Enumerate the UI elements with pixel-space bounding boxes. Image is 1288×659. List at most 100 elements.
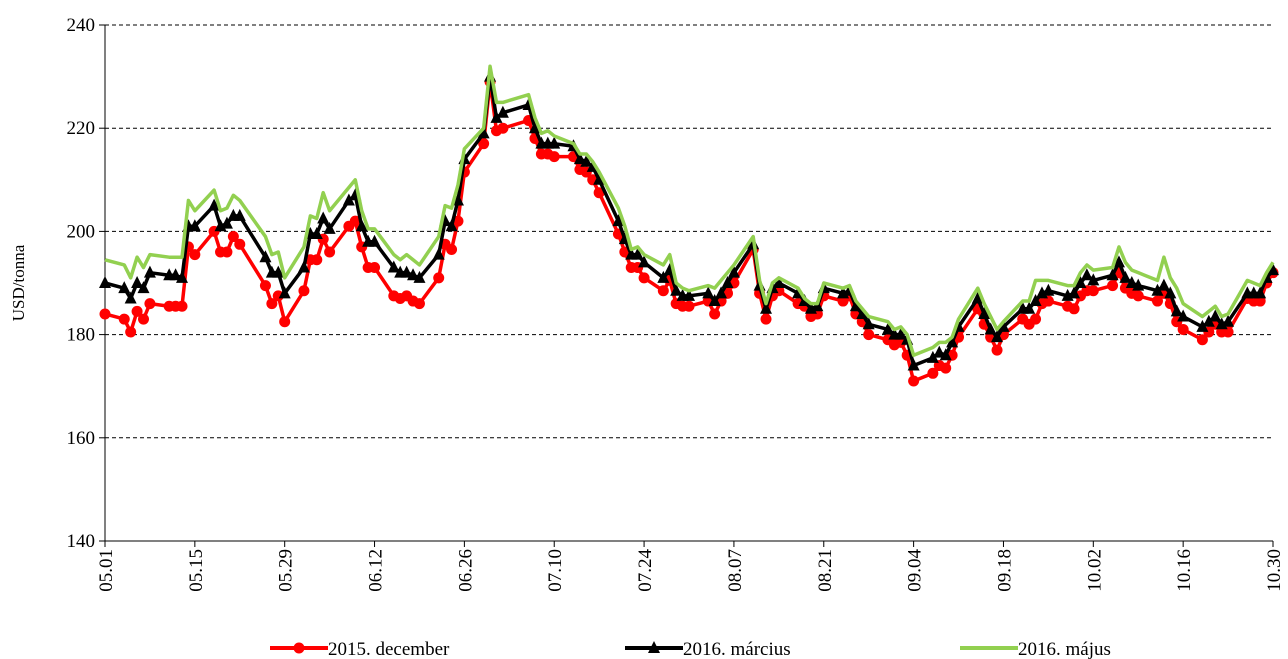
point-marker (234, 238, 246, 250)
point-marker (1151, 295, 1163, 307)
point-marker (227, 231, 239, 243)
point-marker (432, 247, 445, 260)
point-marker (407, 268, 420, 281)
point-marker (490, 110, 503, 123)
point-marker (1023, 301, 1036, 314)
point-marker (927, 367, 939, 379)
point-marker (189, 249, 201, 261)
point-marker (220, 216, 233, 229)
x-tick-label: 05.29 (276, 549, 297, 592)
point-marker (638, 255, 651, 268)
x-tick-label: 10.02 (1084, 549, 1105, 592)
point-marker (939, 348, 952, 361)
y-tick-label: 220 (67, 118, 96, 139)
point-marker (709, 308, 721, 320)
point-marker (131, 305, 143, 317)
point-marker (272, 265, 285, 278)
point-marker (317, 211, 330, 224)
point-marker (593, 172, 606, 185)
point-marker (266, 298, 278, 310)
point-marker (1106, 268, 1119, 281)
point-marker (978, 306, 991, 319)
point-marker (1107, 280, 1119, 292)
point-marker (413, 298, 425, 310)
y-tick-label: 200 (67, 221, 96, 242)
point-marker (573, 152, 586, 165)
point-marker (400, 265, 413, 278)
point-marker (124, 291, 137, 304)
point-marker (1196, 319, 1209, 332)
point-marker (433, 272, 445, 284)
point-marker (708, 294, 721, 307)
legend-marker (648, 641, 660, 653)
point-marker (349, 215, 361, 227)
point-marker (278, 286, 291, 299)
point-marker (1254, 286, 1267, 299)
point-marker (991, 344, 1003, 356)
point-marker (984, 322, 997, 335)
point-marker (311, 254, 323, 266)
y-tick-label: 160 (67, 428, 96, 449)
point-marker (478, 138, 490, 150)
point-marker (368, 234, 381, 247)
point-marker (727, 265, 740, 278)
y-tick-label: 140 (67, 531, 96, 552)
point-marker (342, 193, 355, 206)
point-marker (908, 375, 920, 387)
point-marker (143, 265, 156, 278)
point-marker (297, 260, 310, 273)
point-marker (131, 276, 144, 288)
point-marker (1087, 273, 1100, 286)
y-tick-label: 180 (67, 325, 96, 346)
point-marker (445, 219, 458, 232)
point-marker (894, 327, 907, 340)
point-marker (233, 208, 246, 221)
point-marker (272, 290, 284, 302)
point-marker (144, 298, 156, 310)
point-marker (451, 193, 464, 206)
x-tick-label: 05.01 (96, 549, 117, 592)
point-marker (683, 300, 695, 312)
point-marker (933, 345, 946, 358)
point-marker (1112, 255, 1125, 268)
point-marker (997, 319, 1010, 332)
point-marker (279, 316, 291, 328)
point-marker (548, 151, 560, 163)
legend-label: 2016. május (1018, 639, 1111, 659)
point-marker (638, 272, 650, 284)
point-marker (138, 313, 150, 325)
point-marker (631, 247, 644, 260)
point-marker (548, 136, 561, 149)
point-marker (612, 214, 625, 227)
point-marker (1030, 313, 1042, 325)
x-tick-label: 06.12 (366, 549, 387, 592)
point-marker (940, 362, 952, 374)
point-marker (1157, 278, 1170, 291)
point-marker (1125, 276, 1138, 288)
point-marker (323, 221, 336, 234)
point-marker (760, 313, 772, 325)
point-marker (991, 330, 1004, 343)
point-marker (1202, 314, 1215, 327)
point-marker (683, 288, 695, 301)
x-tick-label: 09.04 (905, 549, 926, 592)
point-marker (772, 276, 785, 288)
point-marker (1119, 270, 1132, 283)
point-marker (496, 105, 509, 118)
x-tick-label: 07.10 (545, 549, 566, 592)
point-marker (169, 268, 182, 281)
point-marker (670, 283, 683, 296)
point-marker (702, 286, 715, 299)
x-tick-label: 10.30 (1264, 549, 1285, 592)
point-marker (881, 322, 894, 335)
point-marker (971, 291, 984, 304)
point-marker (298, 285, 310, 297)
point-marker (176, 300, 188, 312)
point-marker (657, 270, 670, 283)
point-marker (1267, 263, 1279, 276)
point-marker (926, 350, 939, 363)
legend-label: 2015. december (328, 639, 450, 659)
point-marker (221, 246, 233, 258)
x-tick-label: 09.18 (994, 549, 1015, 592)
point-marker (528, 121, 541, 134)
